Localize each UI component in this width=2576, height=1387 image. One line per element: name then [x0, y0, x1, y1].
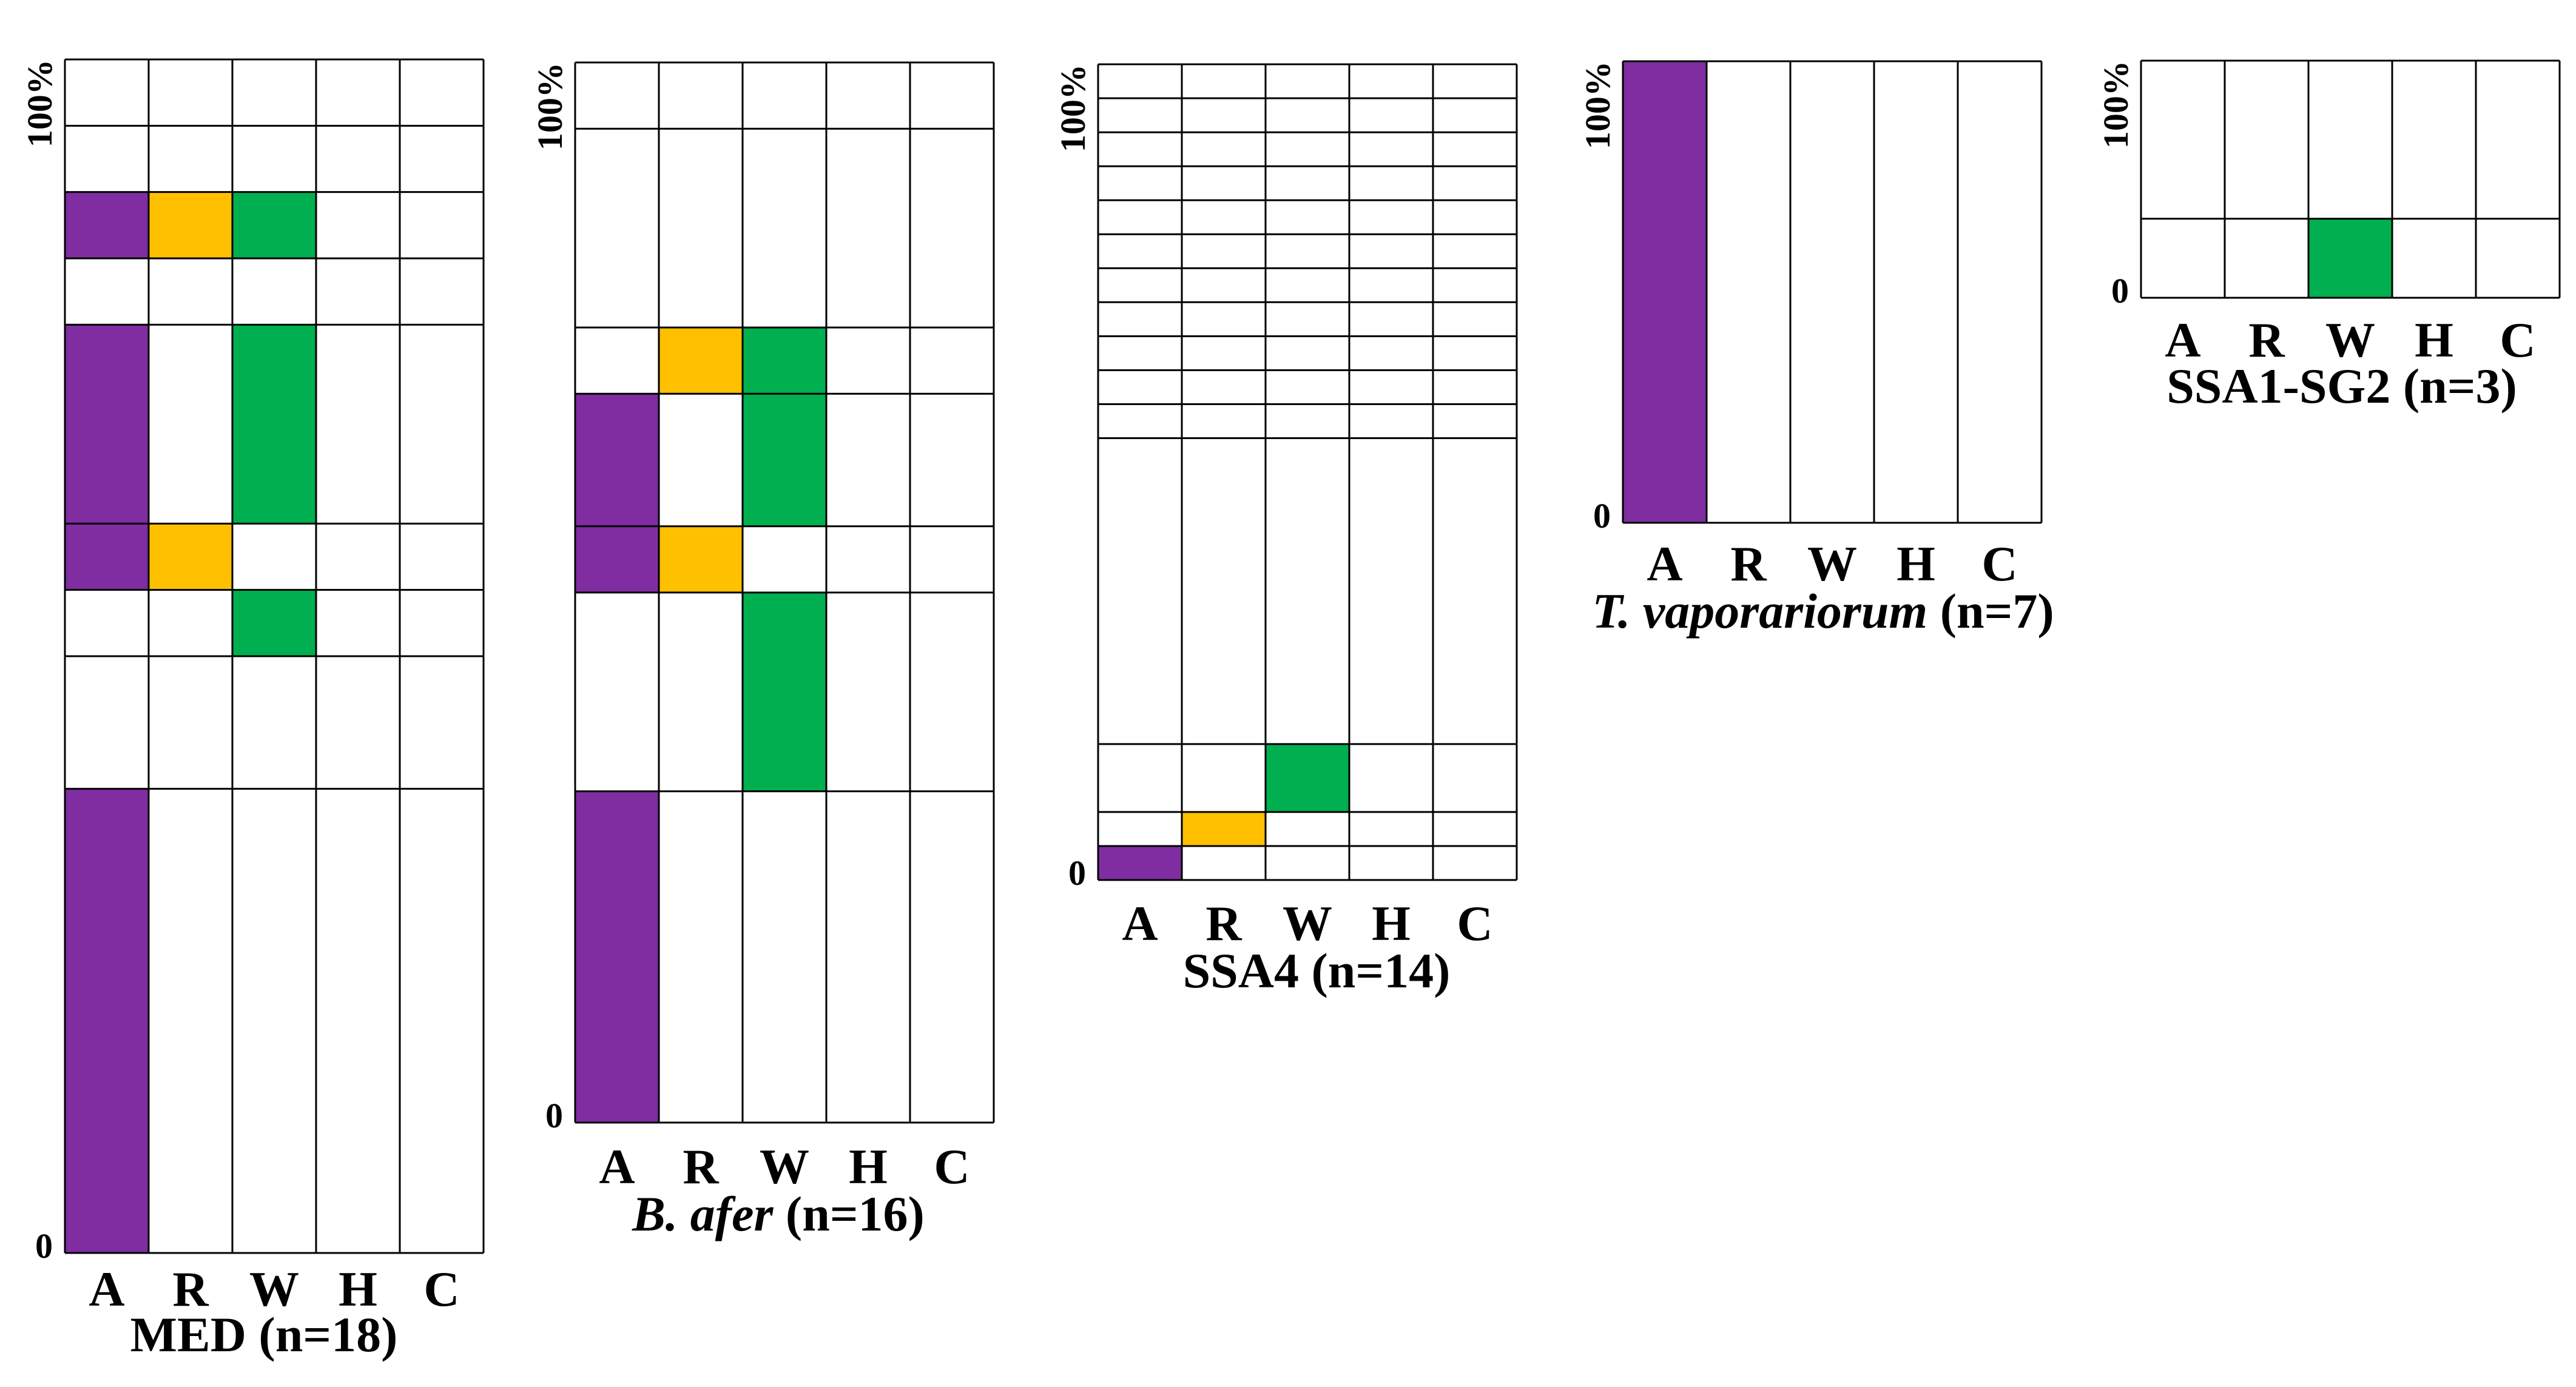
column-label-C: C [2500, 312, 2535, 368]
column-label-A: A [1647, 536, 1682, 591]
column-label-A: A [1122, 896, 1158, 951]
cell-A-row-1 [1623, 61, 1707, 523]
cell-A-row-3 [575, 526, 659, 593]
cell-W-row-3 [1266, 744, 1349, 812]
panel-4: 100% 0A R W H CT. vaporariorum (n=7) [1578, 60, 2054, 639]
cell-W-row-3 [232, 589, 316, 656]
y-axis-min-label: 0 [1068, 853, 1086, 893]
y-axis-min-label: 0 [545, 1096, 563, 1135]
cell-R-row-3 [659, 526, 743, 593]
y-axis-max-label: 100% [530, 62, 570, 150]
column-label-C: C [1981, 536, 2017, 591]
column-label-C: C [934, 1139, 969, 1194]
column-label-W: W [249, 1261, 299, 1317]
column-label-R: R [1730, 536, 1767, 591]
column-label-R: R [1205, 896, 1242, 951]
panel-caption: MED (n=18) [130, 1307, 398, 1362]
cell-W-row-5 [232, 324, 316, 524]
column-label-A: A [599, 1139, 635, 1194]
column-label-H: H [339, 1261, 377, 1317]
cell-A-row-1 [575, 791, 659, 1123]
y-axis-min-label: 0 [35, 1226, 53, 1266]
cell-R-row-5 [659, 327, 743, 394]
y-axis-max-label: 100% [1053, 64, 1093, 152]
panel-caption: T. vaporariorum (n=7) [1592, 583, 2054, 639]
y-axis-min-label: 0 [1593, 496, 1611, 536]
cell-A-row-1 [1098, 845, 1182, 880]
cell-A-row-1 [65, 788, 149, 1253]
column-label-H: H [1372, 896, 1411, 951]
column-label-H: H [1897, 536, 1935, 591]
cell-W-row-4 [743, 394, 826, 526]
cell-W-row-1 [2308, 218, 2392, 298]
column-label-C: C [423, 1261, 459, 1317]
cell-A-row-5 [65, 324, 149, 524]
column-label-A: A [89, 1261, 124, 1317]
column-label-C: C [1457, 896, 1492, 951]
cell-W-row-2 [743, 593, 826, 791]
cell-R-row-4 [149, 523, 232, 590]
column-label-A: A [2165, 312, 2200, 368]
panel-1: 100% 0A R W H C MED (n=18) [20, 58, 485, 1362]
cell-R-row-7 [149, 192, 232, 258]
column-label-H: H [2415, 312, 2453, 368]
column-label-W: W [2325, 312, 2375, 368]
column-label-H: H [849, 1139, 888, 1194]
column-label-W: W [1807, 536, 1857, 591]
panel-caption: B. afer (n=16) [632, 1186, 925, 1241]
cell-W-row-5 [743, 327, 826, 394]
panel-caption: SSA1-SG2 (n=3) [2166, 358, 2517, 414]
y-axis-max-label: 100% [20, 59, 59, 147]
cell-R-row-2 [1182, 811, 1266, 846]
column-label-R: R [172, 1261, 209, 1317]
column-label-R: R [2248, 312, 2285, 368]
panel-2: 100% 0A R W H CB. afer (n=16) [530, 61, 995, 1241]
cell-W-row-7 [232, 192, 316, 258]
panel-caption: SSA4 (n=14) [1183, 943, 1451, 998]
cell-A-row-4 [65, 523, 149, 590]
column-label-W: W [1283, 896, 1332, 951]
y-axis-min-label: 0 [2111, 271, 2129, 311]
y-axis-max-label: 100% [1578, 61, 1617, 149]
cell-A-row-7 [65, 192, 149, 258]
column-label-W: W [760, 1139, 809, 1194]
y-axis-max-label: 100% [2096, 61, 2136, 149]
column-label-R: R [683, 1139, 719, 1194]
cell-A-row-4 [575, 394, 659, 526]
